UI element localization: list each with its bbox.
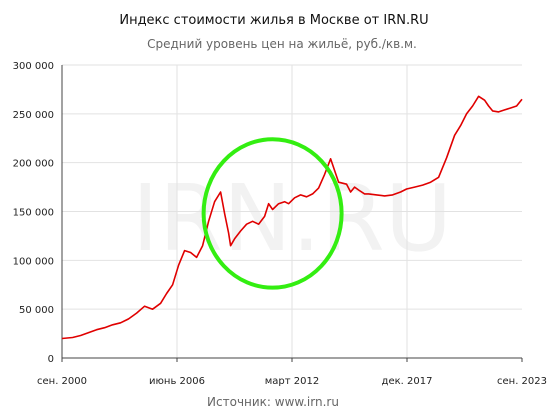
x-tick-label: март 2012 <box>265 376 319 387</box>
y-tick-label: 100 000 <box>13 256 54 267</box>
series-layer <box>61 95 523 340</box>
y-tick-label: 250 000 <box>13 110 54 121</box>
x-tick-label: июнь 2006 <box>149 376 205 387</box>
y-tick-label: 200 000 <box>13 159 54 170</box>
y-tick-label: 300 000 <box>13 61 54 72</box>
grid <box>62 64 522 358</box>
y-tick-label: 150 000 <box>13 208 54 219</box>
series-line <box>61 95 523 340</box>
x-tick-label: дек. 2017 <box>382 376 433 387</box>
tick-labels: 0 50 000 100 000 150 000 200 000 250 000 300 0… <box>13 61 547 387</box>
y-tick-label: 0 <box>48 354 54 365</box>
x-tick-label: сен. 2000 <box>37 376 87 387</box>
axes <box>61 65 523 362</box>
x-tick-label: сен. 2023 <box>497 376 547 387</box>
highlight-ellipse <box>201 137 344 290</box>
y-tick-label: 50 000 <box>19 305 54 316</box>
chart-title: Индекс стоимости жилья в Москве от IRN.R… <box>119 13 428 28</box>
chart-subtitle: Средний уровень цен на жильё, руб./кв.м. <box>147 37 417 51</box>
source-note: Источник: www.irn.ru <box>207 395 339 409</box>
highlight-layer <box>201 137 344 290</box>
